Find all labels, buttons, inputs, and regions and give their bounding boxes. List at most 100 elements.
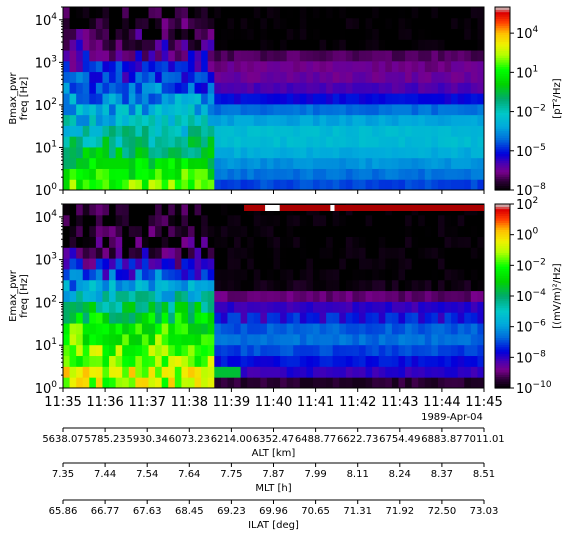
spectrogram-cell xyxy=(293,355,301,367)
spectrogram-cell xyxy=(266,225,274,237)
spectrogram-cell xyxy=(345,279,353,292)
spectrogram-cell xyxy=(437,290,446,302)
spectrogram-cell xyxy=(332,50,340,62)
spectrogram-cell xyxy=(69,225,77,237)
spectrogram-cell xyxy=(464,301,472,313)
spectrogram-cell xyxy=(293,50,301,62)
spectrogram-cell xyxy=(365,214,373,227)
spectrogram-cell xyxy=(82,93,90,105)
spectrogram-cell xyxy=(266,377,274,389)
spectrogram-cell xyxy=(168,28,176,40)
colorbar-segment xyxy=(495,250,510,253)
spectrogram-cell xyxy=(135,225,143,237)
spectrogram-cell xyxy=(306,236,314,248)
spectrogram-cell xyxy=(220,7,228,19)
colorbar-segment xyxy=(495,319,510,322)
spectrogram-cell xyxy=(181,71,189,83)
spectrogram-cell xyxy=(247,377,255,389)
spectrogram-cell xyxy=(174,17,182,30)
spectrogram-cell xyxy=(82,268,90,281)
spectrogram-cell xyxy=(201,28,209,40)
spectrogram-cell xyxy=(227,60,235,73)
spectrogram-cell xyxy=(63,93,71,105)
spectrogram-cell xyxy=(352,50,360,62)
spectrogram-cell xyxy=(326,125,334,137)
spectrogram-cell xyxy=(418,82,426,94)
spectrogram-cell xyxy=(253,39,261,51)
spectrogram-cell xyxy=(187,146,196,159)
spectrogram-cell xyxy=(135,17,143,30)
spectrogram-cell xyxy=(306,7,314,19)
spectrogram-cell xyxy=(135,179,143,191)
spectrogram-cell xyxy=(82,204,90,216)
spectrogram-cell xyxy=(128,179,136,191)
spectrogram-cell xyxy=(82,225,90,237)
spectrogram-cell xyxy=(128,312,136,324)
spectrogram-cell xyxy=(220,114,228,126)
colorbar-tick-label: 104 xyxy=(516,25,539,42)
spectrogram-cell xyxy=(345,225,353,237)
spectrogram-cell xyxy=(207,268,215,281)
aux-tick-label: 71.31 xyxy=(343,506,372,517)
spectrogram-cell xyxy=(135,290,143,302)
spectrogram-cell xyxy=(312,50,321,62)
spectrogram-cell xyxy=(141,344,150,357)
spectrogram-cell xyxy=(82,136,90,148)
spectrogram-cell xyxy=(372,157,380,169)
spectrogram-cell xyxy=(280,103,288,116)
spectrogram-cell xyxy=(181,301,189,313)
spectrogram-cell xyxy=(372,39,380,51)
colorbar-tick-label: 10−5 xyxy=(516,143,546,160)
spectrogram-cell xyxy=(109,333,117,346)
spectrogram-cell xyxy=(352,258,360,270)
spectrogram-cell xyxy=(451,39,459,51)
spectrogram-cell xyxy=(234,323,242,335)
spectrogram-cell xyxy=(174,125,182,137)
colorbar-segment xyxy=(495,36,510,40)
spectrogram-cell xyxy=(437,93,446,105)
spectrogram-cell xyxy=(187,225,196,237)
spectrogram-cell xyxy=(214,39,222,51)
time-tick-label: 11:43 xyxy=(381,395,418,410)
spectrogram-cell xyxy=(168,333,176,346)
spectrogram-cell xyxy=(372,82,380,94)
spectrogram-cell xyxy=(378,157,386,169)
spectrogram-cell xyxy=(141,157,150,169)
spectrogram-cell xyxy=(299,268,307,281)
spectrogram-cell xyxy=(141,225,150,237)
spectrogram-cell xyxy=(109,312,117,324)
spectrogram-cell xyxy=(76,312,84,324)
colorbar-segment xyxy=(495,61,510,65)
spectrogram-cell xyxy=(253,71,261,83)
spectrogram-cell xyxy=(385,377,393,389)
spectrogram-cell xyxy=(201,168,209,180)
spectrogram-cell xyxy=(161,268,169,281)
spectrogram-cell xyxy=(451,323,459,335)
colorbar-segment xyxy=(495,98,510,102)
spectrogram-cell xyxy=(464,179,472,191)
spectrogram-cell xyxy=(109,355,117,367)
spectrogram-cell xyxy=(266,7,274,19)
spectrogram-cell xyxy=(470,333,478,346)
aux-axis-label: ILAT [deg] xyxy=(248,520,299,531)
spectrogram-cell xyxy=(451,355,459,367)
spectrogram-cell xyxy=(332,157,340,169)
spectrogram-cell xyxy=(424,168,432,180)
colorbar-segment xyxy=(495,45,510,49)
spectrogram-cell xyxy=(312,93,321,105)
spectrogram-cell xyxy=(214,157,222,169)
spectrogram-cell xyxy=(76,7,84,19)
spectrogram-cell xyxy=(194,312,202,324)
spectrogram-cell xyxy=(280,290,288,302)
spectrogram-cell xyxy=(168,366,176,378)
spectrogram-cell xyxy=(234,17,242,30)
spectrogram-cell xyxy=(378,60,386,73)
colorbar-segment xyxy=(495,52,510,56)
spectrogram-cell xyxy=(135,39,143,51)
spectrogram-cell xyxy=(444,377,452,389)
spectrogram-cell xyxy=(95,236,103,248)
spectrogram-cell xyxy=(194,290,202,302)
spectrogram-cell xyxy=(299,136,307,148)
spectrogram-cell xyxy=(253,290,261,302)
spectrogram-cell xyxy=(319,93,327,105)
